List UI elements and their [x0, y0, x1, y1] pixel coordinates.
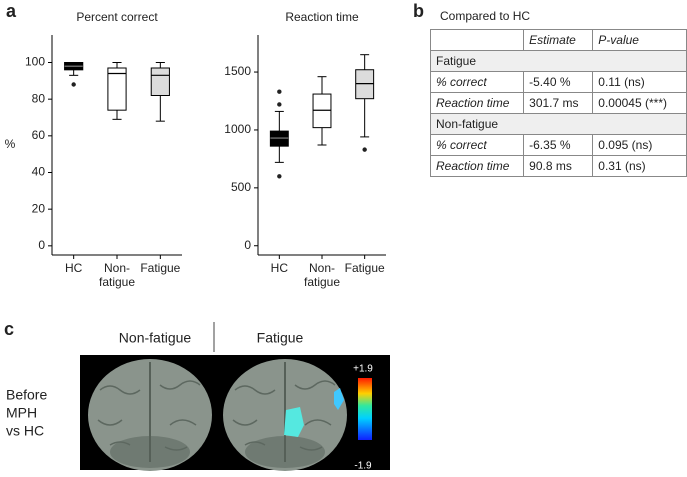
group-row: Fatigue [430, 50, 687, 72]
row-label: vs HC [6, 423, 44, 439]
outlier [277, 174, 282, 179]
table-cell: 301.7 ms [523, 92, 594, 114]
y-tick-label: 80 [32, 91, 46, 105]
table-cell: % correct [429, 71, 525, 93]
box [107, 67, 127, 111]
box [150, 67, 170, 96]
table-cell: 0.095 (ns) [592, 134, 687, 156]
y-tick-label: 500 [231, 180, 251, 194]
y-tick-label: 60 [32, 128, 46, 142]
panel-label: b [413, 1, 424, 21]
group-cell: Non-fatigue [430, 113, 687, 135]
x-tick-label: Non-fatigue [99, 261, 135, 289]
outlier [277, 89, 282, 94]
x-tick-label: HC [271, 261, 289, 275]
table: Estimate P-value Fatigue% correct -5.40 % 0.… [429, 29, 687, 177]
colorbar [358, 378, 372, 440]
table-cell: 0.11 (ns) [592, 71, 687, 93]
table-cell: 90.8 ms [523, 155, 594, 177]
y-axis-label: % [5, 137, 16, 151]
table-cell: 0.31 (ns) [592, 155, 687, 177]
colorbar-label: +1.9 [353, 364, 373, 375]
outlier [71, 82, 76, 87]
table-row: % correct -6.35 % 0.095 (ns) [429, 134, 687, 156]
table-header: Estimate P-value [429, 29, 687, 51]
header-cell: Estimate [523, 29, 594, 51]
chart-title: Reaction time [285, 10, 359, 24]
x-tick-label: Non-fatigue [304, 261, 340, 289]
header-cell: P-value [592, 29, 687, 51]
header-cell [429, 29, 525, 51]
chart-title: Percent correct [76, 10, 158, 24]
table-title: Compared to HC [440, 9, 531, 23]
table-row: Reaction time 301.7 ms 0.00045 (***) [429, 92, 687, 114]
group-row: Non-fatigue [430, 113, 687, 135]
outlier [277, 102, 282, 107]
row-label: MPH [6, 405, 37, 421]
table-row: Reaction time 90.8 ms 0.31 (ns) [429, 155, 687, 177]
outlier [362, 147, 367, 152]
y-tick-label: 100 [25, 55, 45, 69]
brain-left [88, 359, 212, 471]
table-cell: % correct [429, 134, 525, 156]
x-tick-label: Fatigue [345, 261, 385, 275]
y-tick-label: 20 [32, 201, 46, 215]
row-label: Before [6, 387, 47, 403]
group-cell: Fatigue [430, 50, 687, 72]
table-cell: 0.00045 (***) [592, 92, 687, 114]
column-label: Non-fatigue [119, 330, 192, 346]
y-tick-label: 1500 [224, 64, 251, 78]
column-label: Fatigue [257, 330, 304, 346]
y-tick-label: 40 [32, 165, 46, 179]
table-row: % correct -5.40 % 0.11 (ns) [429, 71, 687, 93]
table-cell: -5.40 % [523, 71, 594, 93]
table-cell: -6.35 % [523, 134, 594, 156]
y-tick-label: 0 [38, 238, 45, 252]
brain-right [223, 359, 347, 471]
table-cell: Reaction time [429, 92, 525, 114]
x-tick-label: HC [65, 261, 83, 275]
panel-label: a [6, 1, 17, 21]
y-tick-label: 0 [244, 238, 251, 252]
panel-label: c [4, 319, 14, 339]
x-tick-label: Fatigue [140, 261, 180, 275]
y-tick-label: 1000 [224, 122, 251, 136]
colorbar-label: -1.9 [354, 461, 372, 472]
table-cell: Reaction time [429, 155, 525, 177]
